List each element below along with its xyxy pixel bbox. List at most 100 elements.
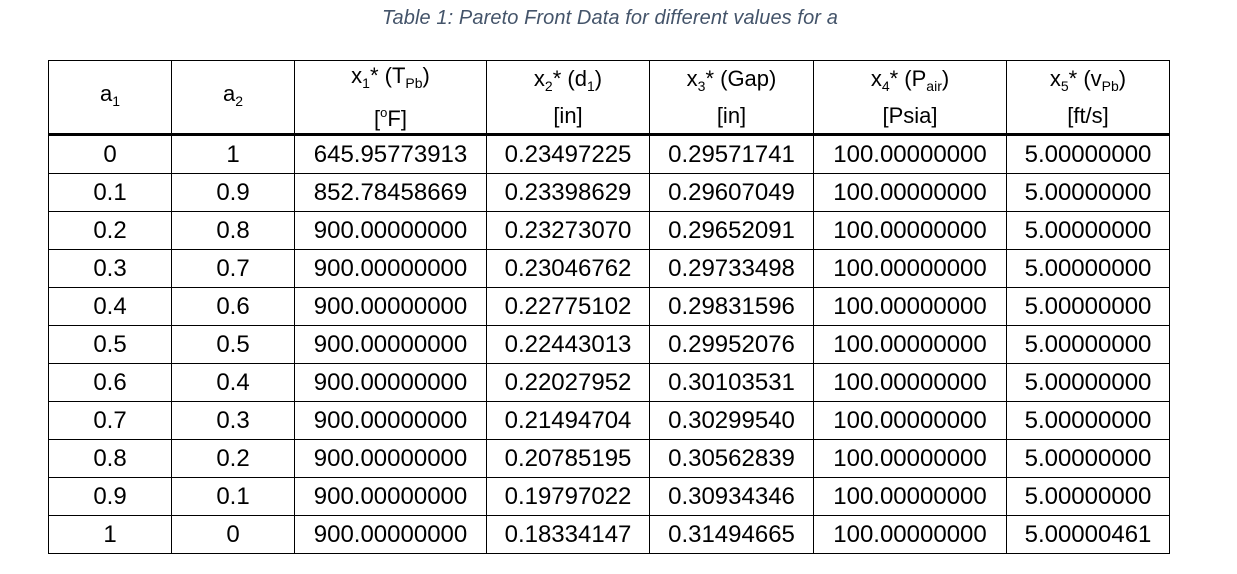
unit-x1: [oF] xyxy=(374,105,407,131)
cell-x2: 0.22443013 xyxy=(486,325,650,364)
cell-x4: 100.00000000 xyxy=(813,211,1007,250)
cell-x3: 0.29952076 xyxy=(649,325,814,364)
cell-x3: 0.30562839 xyxy=(649,439,814,478)
cell-x2: 0.22027952 xyxy=(486,363,650,402)
table-row: 0.1 0.9 852.78458669 0.23398629 0.296070… xyxy=(48,173,1170,212)
cell-a2: 1 xyxy=(171,134,295,174)
cell-a2: 0 xyxy=(171,515,295,554)
cell-x3: 0.29831596 xyxy=(649,287,814,326)
cell-x4: 100.00000000 xyxy=(813,401,1007,440)
cell-x1: 900.00000000 xyxy=(294,477,487,516)
cell-a2: 0.1 xyxy=(171,477,295,516)
cell-x1: 645.95773913 xyxy=(294,134,487,174)
col-header-x5: x5* (vPb) [ft/s] xyxy=(1006,60,1170,136)
cell-a1: 1 xyxy=(48,515,172,554)
unit-x5: [ft/s] xyxy=(1067,103,1109,128)
cell-x4: 100.00000000 xyxy=(813,439,1007,478)
cell-a1: 0.8 xyxy=(48,439,172,478)
col-header-a2: a2 xyxy=(171,60,295,136)
cell-a2: 0.4 xyxy=(171,363,295,402)
cell-x3: 0.30103531 xyxy=(649,363,814,402)
cell-a2: 0.5 xyxy=(171,325,295,364)
cell-x1: 900.00000000 xyxy=(294,211,487,250)
table-row: 0.2 0.8 900.00000000 0.23273070 0.296520… xyxy=(48,211,1170,250)
unit-x3: [in] xyxy=(716,103,747,128)
cell-x3: 0.29607049 xyxy=(649,173,814,212)
cell-x1: 900.00000000 xyxy=(294,249,487,288)
cell-x2: 0.23273070 xyxy=(486,211,650,250)
cell-a1: 0.9 xyxy=(48,477,172,516)
cell-x2: 0.23497225 xyxy=(486,134,650,174)
cell-a1: 0.6 xyxy=(48,363,172,402)
cell-x4: 100.00000000 xyxy=(813,363,1007,402)
cell-x1: 900.00000000 xyxy=(294,439,487,478)
col-header-x3: x3* (Gap) [in] xyxy=(649,60,814,136)
cell-x2: 0.19797022 xyxy=(486,477,650,516)
cell-x5: 5.00000461 xyxy=(1006,515,1170,554)
cell-x1: 900.00000000 xyxy=(294,325,487,364)
cell-a1: 0.2 xyxy=(48,211,172,250)
cell-x4: 100.00000000 xyxy=(813,173,1007,212)
cell-x5: 5.00000000 xyxy=(1006,325,1170,364)
table-row: 0.7 0.3 900.00000000 0.21494704 0.302995… xyxy=(48,401,1170,440)
cell-x4: 100.00000000 xyxy=(813,477,1007,516)
cell-a2: 0.3 xyxy=(171,401,295,440)
cell-x5: 5.00000000 xyxy=(1006,401,1170,440)
table-row: 0.5 0.5 900.00000000 0.22443013 0.299520… xyxy=(48,325,1170,364)
table-row: 0.9 0.1 900.00000000 0.19797022 0.309343… xyxy=(48,477,1170,516)
cell-x2: 0.21494704 xyxy=(486,401,650,440)
cell-x5: 5.00000000 xyxy=(1006,134,1170,174)
table-caption: Table 1: Pareto Front Data for different… xyxy=(382,7,838,29)
col-header-x2: x2* (d1) [in] xyxy=(486,60,650,136)
cell-x2: 0.18334147 xyxy=(486,515,650,554)
col-header-x4: x4* (Pair) [Psia] xyxy=(813,60,1007,136)
table-row: 0.4 0.6 900.00000000 0.22775102 0.298315… xyxy=(48,287,1170,326)
cell-a2: 0.7 xyxy=(171,249,295,288)
cell-a2: 0.6 xyxy=(171,287,295,326)
cell-a1: 0.7 xyxy=(48,401,172,440)
cell-a2: 0.2 xyxy=(171,439,295,478)
cell-x3: 0.29652091 xyxy=(649,211,814,250)
cell-x1: 900.00000000 xyxy=(294,287,487,326)
table-row: 0.8 0.2 900.00000000 0.20785195 0.305628… xyxy=(48,439,1170,478)
cell-x5: 5.00000000 xyxy=(1006,173,1170,212)
cell-x3: 0.31494665 xyxy=(649,515,814,554)
cell-x2: 0.23398629 xyxy=(486,173,650,212)
pareto-front-table: a1 a2 x1* (TPb) [oF] x2* (d1) [in] x3* (… xyxy=(48,60,1170,554)
cell-x5: 5.00000000 xyxy=(1006,249,1170,288)
table-row: 0.3 0.7 900.00000000 0.23046762 0.297334… xyxy=(48,249,1170,288)
cell-a2: 0.9 xyxy=(171,173,295,212)
cell-x5: 5.00000000 xyxy=(1006,439,1170,478)
cell-a1: 0.3 xyxy=(48,249,172,288)
table-row: 0 1 645.95773913 0.23497225 0.29571741 1… xyxy=(48,134,1170,174)
unit-x2: [in] xyxy=(553,103,583,128)
unit-x4: [Psia] xyxy=(882,103,938,128)
cell-x5: 5.00000000 xyxy=(1006,477,1170,516)
cell-x3: 0.30299540 xyxy=(649,401,814,440)
cell-a2: 0.8 xyxy=(171,211,295,250)
cell-a1: 0.1 xyxy=(48,173,172,212)
cell-x2: 0.20785195 xyxy=(486,439,650,478)
cell-x3: 0.29571741 xyxy=(649,134,814,174)
cell-x1: 900.00000000 xyxy=(294,363,487,402)
cell-x2: 0.23046762 xyxy=(486,249,650,288)
cell-x4: 100.00000000 xyxy=(813,325,1007,364)
cell-x2: 0.22775102 xyxy=(486,287,650,326)
cell-x5: 5.00000000 xyxy=(1006,211,1170,250)
header-row: a1 a2 x1* (TPb) [oF] x2* (d1) [in] x3* (… xyxy=(48,60,1170,136)
table-row: 1 0 900.00000000 0.18334147 0.31494665 1… xyxy=(48,515,1170,554)
cell-x4: 100.00000000 xyxy=(813,249,1007,288)
cell-x1: 900.00000000 xyxy=(294,401,487,440)
cell-a1: 0.4 xyxy=(48,287,172,326)
cell-x3: 0.29733498 xyxy=(649,249,814,288)
col-header-x1: x1* (TPb) [oF] xyxy=(294,60,487,136)
cell-x1: 852.78458669 xyxy=(294,173,487,212)
cell-x5: 5.00000000 xyxy=(1006,287,1170,326)
cell-x5: 5.00000000 xyxy=(1006,363,1170,402)
cell-x3: 0.30934346 xyxy=(649,477,814,516)
cell-a1: 0 xyxy=(48,134,172,174)
cell-x4: 100.00000000 xyxy=(813,515,1007,554)
cell-x4: 100.00000000 xyxy=(813,287,1007,326)
cell-x1: 900.00000000 xyxy=(294,515,487,554)
table-row: 0.6 0.4 900.00000000 0.22027952 0.301035… xyxy=(48,363,1170,402)
